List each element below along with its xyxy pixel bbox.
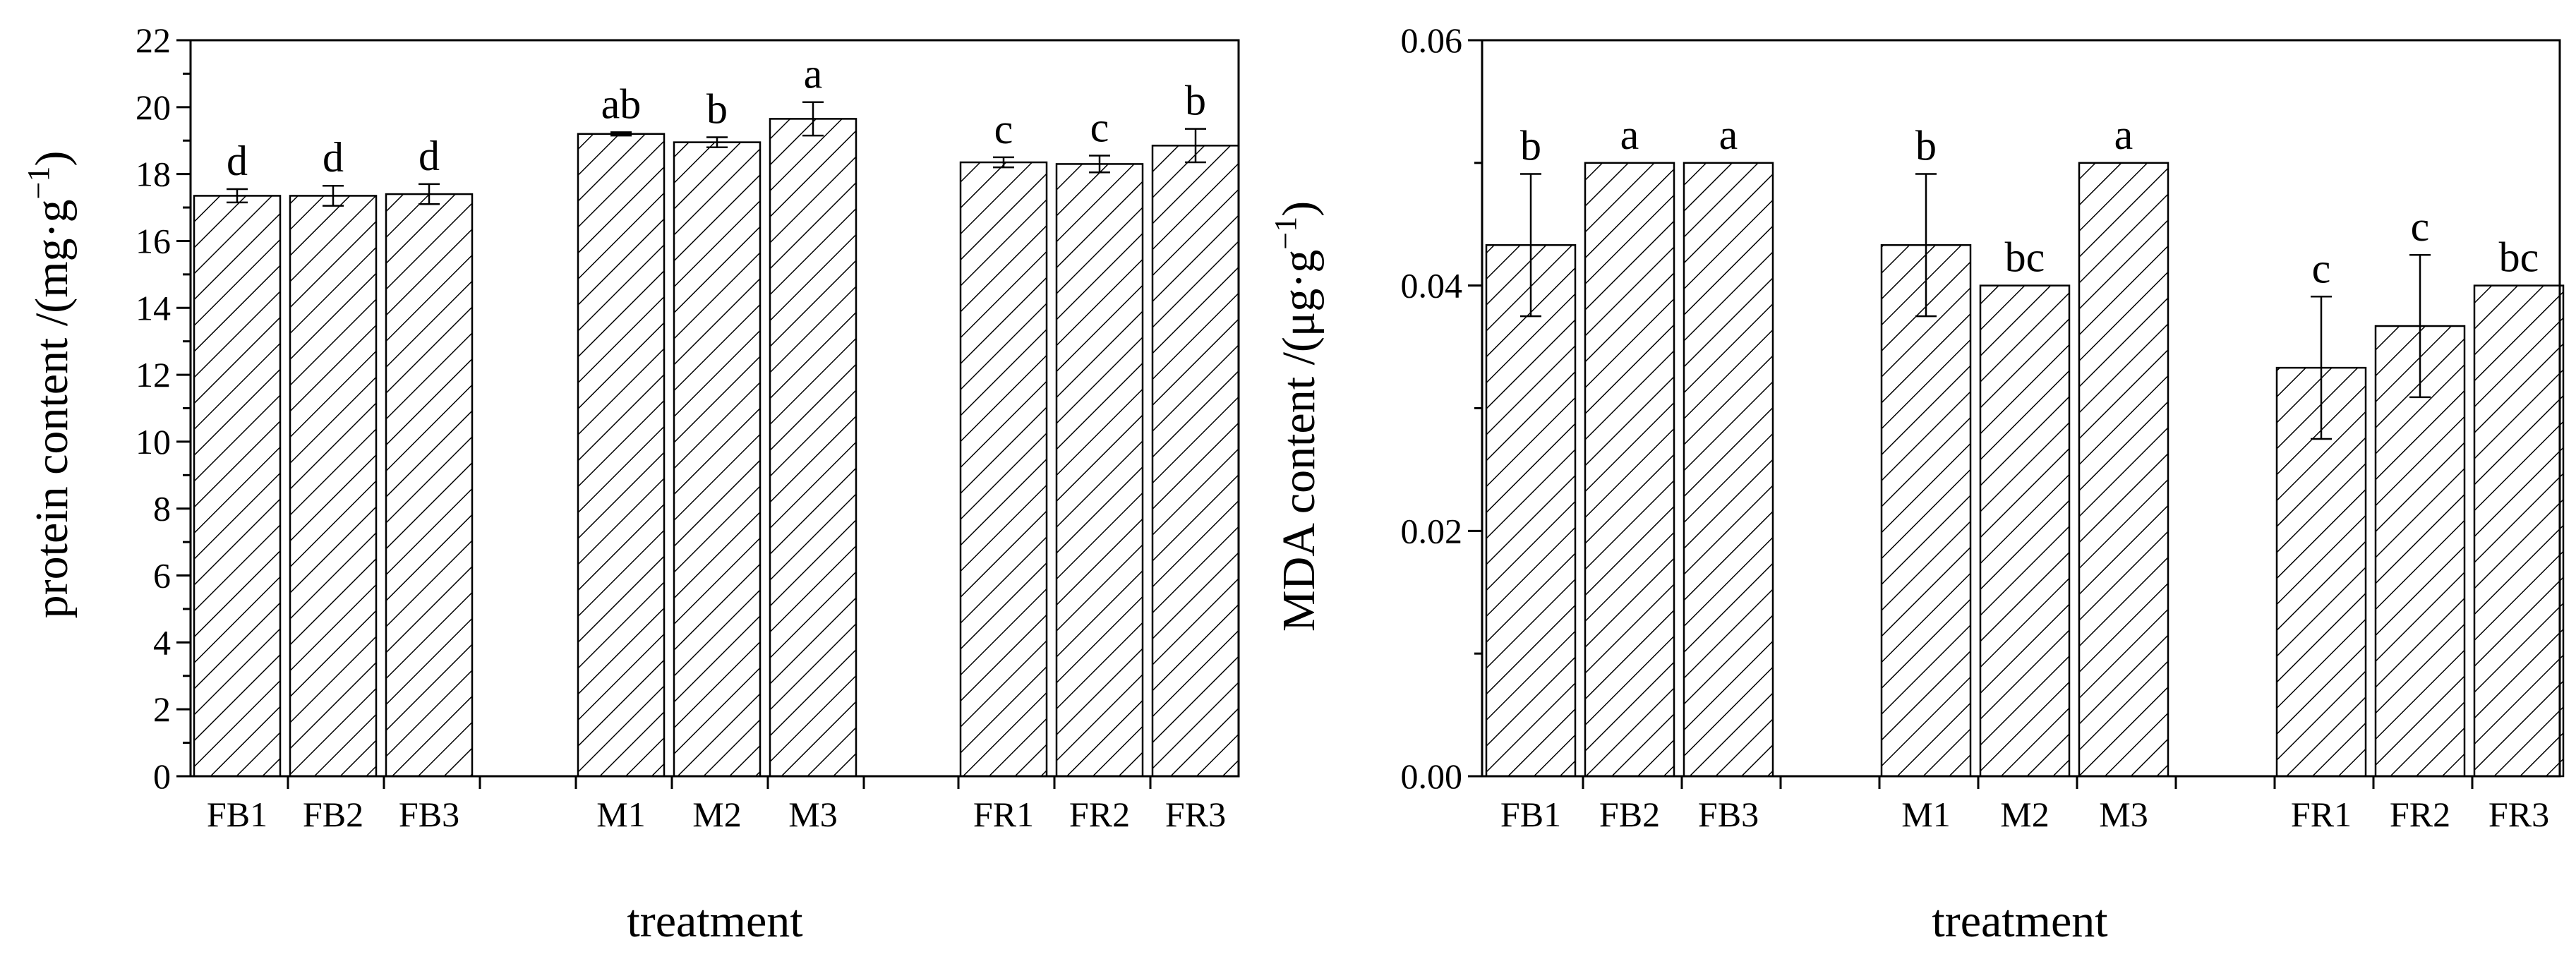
protein-category-label: FB1	[207, 795, 267, 834]
protein-y-axis: 0 2 4 6 8 10 12 14 16 18 20 22	[136, 20, 191, 796]
protein-category-label: M3	[788, 795, 837, 834]
mda-bars: b a a b bc a c c bc	[1485, 111, 2565, 778]
mda-significance-label: a	[2114, 111, 2133, 158]
protein-y-tick-label: 22	[136, 20, 171, 60]
mda-bar-fb2	[1584, 162, 1675, 778]
protein-plot-frame	[189, 39, 1240, 778]
mda-category-label: M1	[1901, 795, 1950, 834]
mda-plot-frame	[1481, 39, 2561, 778]
mda-significance-label: bc	[2499, 234, 2539, 281]
protein-bar-fr3	[1151, 145, 1240, 778]
protein-y-tick-label: 10	[136, 422, 171, 462]
protein-bar-fb3	[385, 193, 474, 778]
mda-category-label: FR1	[2291, 795, 2352, 834]
protein-chart: 0 2 4 6 8 10 12 14 16 18 20 22 d d d ab b a c c b FB1 FB2 FB3…	[21, 20, 1240, 947]
protein-significance-label: d	[419, 133, 440, 179]
mda-category-label: M3	[2099, 795, 2148, 834]
protein-y-tick-label: 4	[153, 622, 171, 662]
mda-category-label: FB2	[1599, 795, 1660, 834]
protein-category-label: FR1	[973, 795, 1034, 834]
protein-category-label: FR3	[1165, 795, 1226, 834]
protein-y-tick-label: 2	[153, 689, 171, 729]
protein-category-label: FR2	[1069, 795, 1130, 834]
mda-x-axis: FB1 FB2 FB3 M1 M2 M3 FR1 FR2 FR3	[1500, 776, 2549, 834]
protein-significance-label: b	[706, 85, 728, 132]
protein-x-axis: FB1 FB2 FB3 M1 M2 M3 FR1 FR2 FR3	[207, 776, 1226, 834]
mda-category-label: FB3	[1698, 795, 1759, 834]
mda-bar-fb1	[1485, 244, 1577, 778]
protein-significance-label: c	[1090, 104, 1109, 151]
protein-x-axis-title: treatment	[627, 895, 802, 947]
mda-y-tick-label: 0.00	[1401, 756, 1463, 796]
mda-category-label: FR2	[2390, 795, 2450, 834]
mda-chart: 0.00 0.02 0.04 0.06 b a a b bc a c c bc FB1 FB2 FB3 M1…	[1268, 20, 2565, 947]
mda-significance-label: c	[2312, 245, 2331, 291]
mda-bar-fb3	[1683, 162, 1774, 778]
mda-y-axis-title: MDA content /(μg·g−1)	[1268, 201, 1325, 632]
mda-y-tick-label: 0.06	[1401, 20, 1463, 60]
protein-bars: d d d ab b a c c b	[193, 51, 1240, 778]
mda-y-tick-label: 0.04	[1401, 266, 1463, 306]
mda-bar-fr3	[2473, 284, 2565, 778]
protein-significance-label: b	[1185, 78, 1206, 124]
mda-category-label: M2	[2000, 795, 2049, 834]
mda-bar-m2	[1979, 284, 2071, 778]
protein-bar-m2	[673, 141, 762, 778]
protein-bar-fr1	[959, 161, 1048, 778]
protein-y-tick-label: 0	[153, 756, 171, 796]
mda-bar-m3	[2078, 162, 2169, 778]
protein-y-tick-label: 18	[136, 155, 171, 194]
protein-y-tick-label: 14	[136, 288, 171, 327]
protein-significance-label: a	[804, 51, 823, 97]
mda-significance-label: a	[1620, 111, 1639, 158]
protein-y-tick-label: 20	[136, 88, 171, 127]
mda-category-label: FB1	[1500, 795, 1561, 834]
protein-bar-fb1	[193, 195, 282, 778]
protein-category-label: FB2	[303, 795, 363, 834]
protein-y-tick-label: 16	[136, 221, 171, 260]
mda-y-axis: 0.00 0.02 0.04 0.06	[1401, 20, 1482, 796]
mda-significance-label: b	[1520, 122, 1541, 169]
mda-significance-label: c	[2411, 203, 2430, 250]
mda-significance-label: a	[1719, 111, 1738, 158]
protein-significance-label: c	[994, 106, 1013, 152]
protein-bar-fr2	[1055, 163, 1144, 778]
protein-category-label: M2	[692, 795, 741, 834]
protein-bar-fb2	[289, 195, 378, 778]
protein-significance-label: d	[227, 138, 248, 184]
protein-y-tick-label: 6	[153, 556, 171, 596]
protein-bar-m3	[769, 118, 857, 778]
mda-bar-fr2	[2374, 325, 2466, 778]
mda-x-axis-title: treatment	[1932, 895, 2107, 947]
protein-y-axis-title: protein content /(mg·g−1)	[21, 151, 78, 619]
protein-significance-label: ab	[601, 80, 642, 127]
mda-category-label: FR3	[2488, 795, 2549, 834]
protein-category-label: M1	[596, 795, 645, 834]
protein-category-label: FB3	[399, 795, 459, 834]
protein-y-tick-label: 12	[136, 355, 171, 394]
mda-bar-m1	[1880, 244, 1972, 778]
mda-y-tick-label: 0.02	[1401, 511, 1463, 550]
protein-significance-label: d	[323, 134, 344, 181]
protein-bar-m1	[577, 133, 666, 778]
mda-significance-label: bc	[2005, 234, 2045, 281]
protein-y-tick-label: 8	[153, 489, 171, 529]
mda-significance-label: b	[1915, 122, 1937, 169]
